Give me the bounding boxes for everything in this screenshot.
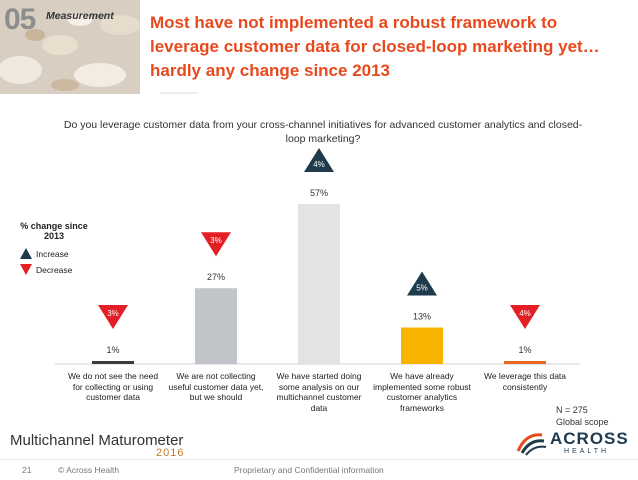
scope-label: Global scope bbox=[556, 417, 609, 427]
maturometer-logo: Multichannel Maturometer bbox=[10, 432, 184, 449]
page-title: Most have not implemented a robust frame… bbox=[150, 13, 600, 80]
bar-value-label: 27% bbox=[207, 272, 225, 282]
eggshell-image bbox=[0, 0, 140, 94]
change-label: 3% bbox=[210, 236, 222, 245]
category-label: We leverage this data consistently bbox=[483, 371, 567, 392]
survey-question: Do you leverage customer data from your … bbox=[63, 119, 583, 145]
bar-value-label: 1% bbox=[106, 345, 119, 355]
increase-triangle-icon bbox=[20, 248, 32, 259]
company-sub: HEALTH bbox=[564, 448, 610, 455]
change-label: 4% bbox=[313, 160, 325, 169]
footer: 21 © Across Health Proprietary and Confi… bbox=[0, 459, 638, 480]
legend-decrease-label: Decrease bbox=[36, 264, 73, 275]
category-label: We do not see the need for collecting or… bbox=[67, 371, 159, 402]
change-label: 3% bbox=[107, 309, 119, 318]
bar bbox=[92, 361, 134, 364]
category-label: We have started doing some analysis on o… bbox=[276, 371, 362, 413]
header-image: 05 Measurement bbox=[0, 0, 140, 94]
change-label: 4% bbox=[519, 309, 531, 318]
bar bbox=[298, 204, 340, 364]
legend-decrease: Decrease bbox=[20, 264, 72, 275]
bar-value-label: 57% bbox=[310, 188, 328, 198]
maturometer-year: 2016 bbox=[156, 447, 185, 459]
page-number: 21 bbox=[22, 465, 32, 475]
confidential-note: Proprietary and Confidential information bbox=[234, 465, 384, 475]
bar bbox=[504, 361, 546, 364]
legend-increase-label: Increase bbox=[36, 248, 69, 259]
bar bbox=[401, 327, 443, 364]
legend-title: % change since 2013 bbox=[20, 221, 88, 241]
increase-triangle bbox=[304, 148, 334, 172]
bar-value-label: 1% bbox=[518, 345, 531, 355]
sample-size: N = 275 bbox=[556, 405, 588, 415]
category-label: We are not collecting useful customer da… bbox=[168, 371, 264, 402]
across-health-logo: ACROSS HEALTH bbox=[516, 429, 634, 464]
decrease-triangle bbox=[510, 305, 540, 329]
change-label: 5% bbox=[416, 284, 428, 293]
title-divider bbox=[160, 92, 198, 94]
section-label: Measurement bbox=[46, 10, 114, 22]
category-label: We have already implemented some robust … bbox=[373, 371, 471, 413]
sample-note: N = 275 Global scope bbox=[556, 404, 609, 428]
across-logo-mark bbox=[516, 433, 547, 456]
decrease-triangle bbox=[201, 232, 231, 257]
increase-triangle bbox=[407, 271, 437, 296]
section-number: 05 bbox=[4, 3, 36, 36]
bar-value-label: 13% bbox=[413, 312, 431, 322]
decrease-triangle-icon bbox=[20, 264, 32, 275]
legend-increase: Increase bbox=[20, 248, 69, 259]
copyright: © Across Health bbox=[58, 465, 120, 475]
bar bbox=[195, 288, 237, 364]
decrease-triangle bbox=[98, 305, 128, 329]
company-name: ACROSS bbox=[550, 429, 629, 448]
